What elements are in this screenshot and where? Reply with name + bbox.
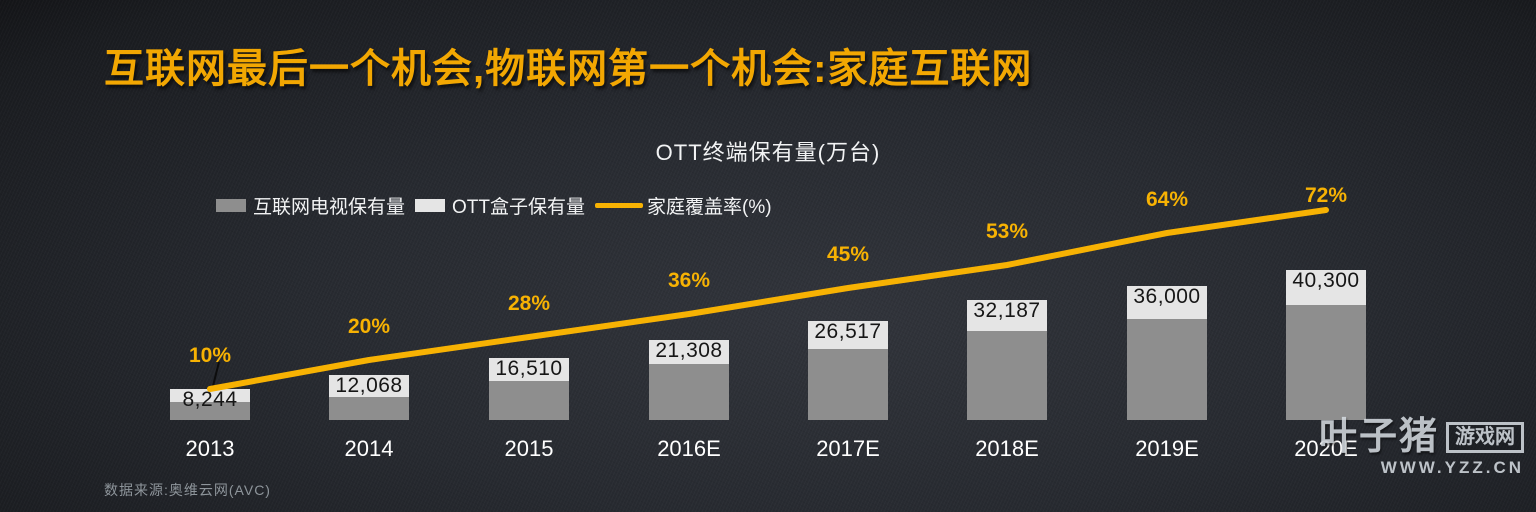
coverage-point-label: 20%: [347, 315, 391, 339]
bar-value-label: 26,517: [814, 320, 882, 343]
coverage-point-label: 28%: [507, 292, 551, 316]
x-axis-label: 2014: [344, 436, 394, 461]
coverage-point-label: 72%: [1304, 184, 1348, 207]
watermark-url: WWW.YZZ.CN: [1380, 458, 1524, 477]
coverage-point-label: 53%: [985, 219, 1029, 243]
watermark-brand: 叶子猪: [1318, 416, 1439, 458]
data-source-note: 数据来源:奥维云网(AVC): [104, 482, 271, 498]
bar-value-label: 40,300: [1292, 269, 1360, 292]
coverage-point-label: 45%: [826, 242, 870, 266]
x-axis-label: 2018E: [975, 436, 1039, 461]
chart-title: OTT终端保有量(万台): [655, 140, 881, 165]
legend-label: OTT盒子保有量: [452, 197, 586, 218]
x-axis-label: 2016E: [657, 436, 721, 461]
bar-segment-internet-tv: [329, 397, 409, 420]
page-title: 互联网最后一个机会,物联网第一个机会:家庭互联网: [104, 47, 1033, 91]
bar-2013: [170, 389, 250, 420]
legend-item-ott-box: OTT盒子保有量: [415, 192, 585, 219]
bar-segment-internet-tv: [967, 331, 1047, 420]
coverage-point-label: 36%: [667, 268, 711, 292]
x-axis-label: 2013: [185, 436, 235, 461]
bar-value-label: 12,068: [335, 374, 403, 397]
bar-value-label: 21,308: [655, 339, 723, 362]
bar-segment-internet-tv: [170, 402, 250, 420]
bar-segment-internet-tv: [489, 381, 569, 420]
bar-value-label: 16,510: [495, 357, 563, 380]
white-bar-swatch-icon: [415, 199, 446, 212]
bar-segment-ott-box: [170, 389, 250, 402]
x-axis-label: 2020E: [1294, 436, 1358, 461]
legend-label: 互联网电视保有量: [253, 197, 406, 218]
bar-value-label: 32,187: [973, 299, 1041, 322]
legend-label: 家庭覆盖率(%): [647, 197, 772, 218]
chart-legend: 互联网电视保有量 OTT盒子保有量 家庭覆盖率(%): [216, 192, 772, 219]
legend-item-internet-tv: 互联网电视保有量: [216, 192, 405, 219]
bar-segment-internet-tv: [808, 349, 888, 420]
bar-segment-internet-tv: [1127, 319, 1207, 420]
watermark-badge: 游戏网: [1446, 421, 1524, 453]
bar-segment-internet-tv: [1286, 305, 1366, 420]
legend-item-coverage: 家庭覆盖率(%): [595, 192, 772, 219]
bar-value-label: 36,000: [1133, 285, 1201, 308]
bar-segment-internet-tv: [649, 364, 729, 420]
x-axis-label: 2015: [504, 436, 554, 461]
line-swatch-icon: [595, 203, 644, 208]
watermark: 叶子猪 游戏网 WWW.YZZ.CN: [1319, 418, 1524, 478]
coverage-point-label: 64%: [1145, 188, 1189, 212]
bar-value-label: 8,244: [182, 388, 238, 411]
gray-bar-swatch-icon: [216, 199, 246, 212]
coverage-point-label: 10%: [188, 344, 232, 367]
x-axis-label: 2019E: [1135, 436, 1199, 461]
x-axis-label: 2017E: [816, 436, 880, 461]
